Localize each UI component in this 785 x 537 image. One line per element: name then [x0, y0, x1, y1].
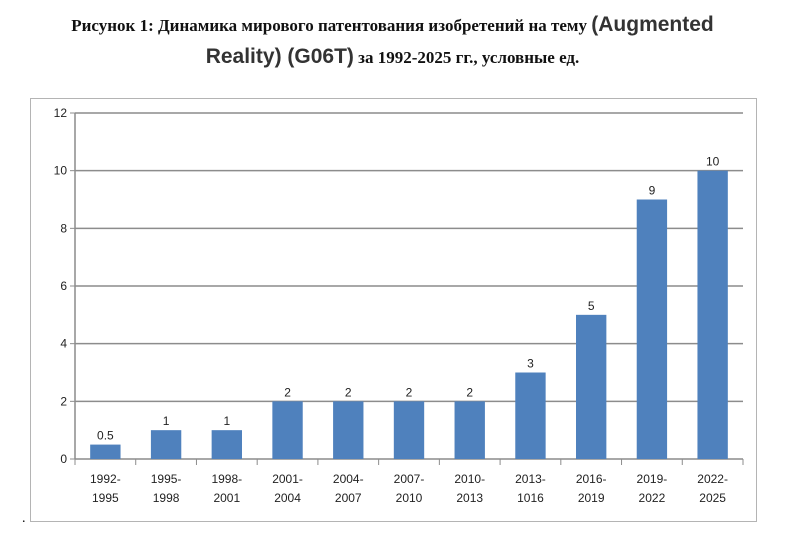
category-label-1-1: 1998 [153, 491, 180, 505]
footnote-mark: . [22, 511, 26, 526]
bar-chart: 0 2 4 6 8 10 12 0.5 1992- 1995 1 1995- 1998 1 1998- 200… [54, 106, 744, 505]
title-text-2: (Augmented [591, 13, 714, 36]
data-label-7: 3 [527, 357, 534, 371]
category-label-2-0: 1998- [211, 472, 242, 486]
category-label-3-0: 2001- [272, 472, 303, 486]
chart-title: Рисунок 1: Динамика мирового патентовани… [0, 10, 785, 74]
data-label-4: 2 [345, 385, 352, 399]
category-label-0-0: 1992- [90, 472, 121, 486]
data-label-10: 10 [706, 155, 720, 169]
data-label-9: 9 [649, 184, 656, 198]
category-label-9-1: 2022 [639, 491, 666, 505]
y-tick-label-6: 6 [60, 279, 67, 293]
y-tick-label-2: 2 [60, 394, 67, 408]
category-label-10-0: 2022- [697, 472, 728, 486]
bar-9 [636, 199, 668, 459]
category-label-7-0: 2013- [515, 472, 546, 486]
category-label-8-0: 2016- [576, 472, 607, 486]
bar-7 [515, 372, 546, 459]
y-tick-label-10: 10 [54, 164, 68, 178]
bar-1 [150, 430, 182, 459]
bar-8 [576, 314, 607, 459]
category-label-5-0: 2007- [394, 472, 425, 486]
category-label-2-1: 2001 [213, 491, 240, 505]
bar-5 [393, 401, 425, 459]
data-label-2: 1 [223, 414, 230, 428]
y-tick-label-8: 8 [60, 221, 67, 235]
bar-0 [90, 444, 121, 459]
category-label-4-0: 2004- [333, 472, 364, 486]
category-label-5-1: 2010 [396, 491, 423, 505]
bar-6 [454, 401, 485, 459]
bar-4 [333, 401, 364, 459]
category-label-6-1: 2013 [456, 491, 483, 505]
data-label-3: 2 [284, 385, 291, 399]
category-label-7-1: 1016 [517, 491, 544, 505]
title-text-4: за 1992-2025 гг., условные ед. [353, 48, 580, 67]
data-label-5: 2 [406, 385, 413, 399]
chart-area: 0 2 4 6 8 10 12 0.5 1992- 1995 1 1995- 1998 1 1998- 200… [30, 98, 757, 522]
data-label-0: 0.5 [97, 429, 114, 443]
category-label-1-0: 1995- [151, 472, 182, 486]
category-label-9-0: 2019- [637, 472, 668, 486]
y-tick-label-12: 12 [54, 106, 68, 120]
category-label-10-1: 2025 [699, 491, 726, 505]
title-text-1: Рисунок 1: Динамика мирового патентовани… [71, 16, 592, 35]
bar-10 [697, 170, 728, 459]
category-label-4-1: 2007 [335, 491, 362, 505]
bar-3 [272, 401, 303, 459]
y-tick-label-4: 4 [60, 337, 67, 351]
bar-2 [211, 430, 242, 459]
y-tick-label-0: 0 [60, 452, 67, 466]
data-label-1: 1 [163, 414, 170, 428]
category-label-3-1: 2004 [274, 491, 301, 505]
data-label-6: 2 [466, 385, 473, 399]
category-label-6-0: 2010- [454, 472, 485, 486]
data-label-8: 5 [588, 299, 595, 313]
category-label-8-1: 2019 [578, 491, 605, 505]
category-label-0-1: 1995 [92, 491, 119, 505]
title-text-3: Reality) (G06T) [205, 45, 354, 68]
